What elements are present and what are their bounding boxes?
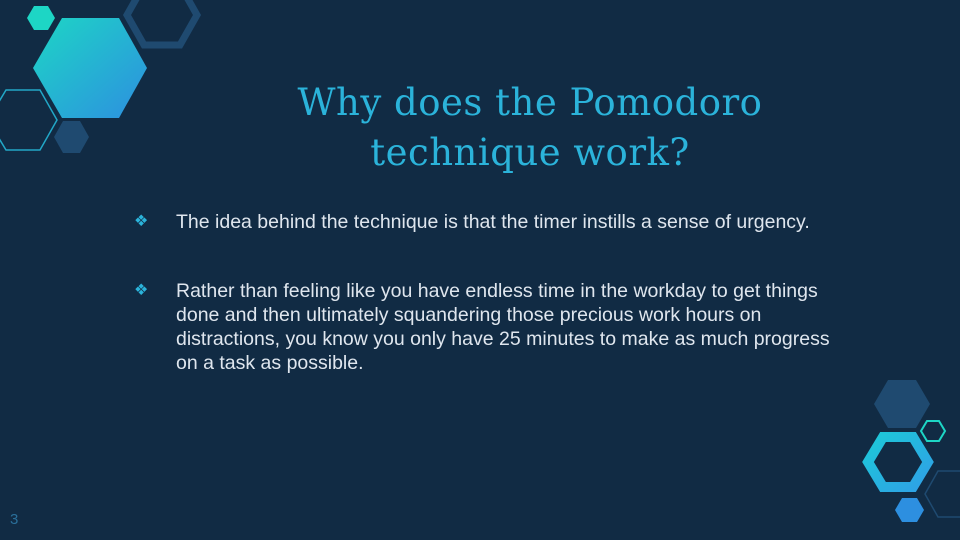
gradient-ring-hexagon (862, 432, 934, 492)
bullet-item: ❖ The idea behind the technique is that … (130, 210, 850, 234)
bullet-item: ❖ Rather than feeling like you have endl… (130, 279, 850, 375)
small-blue-hexagon (895, 498, 924, 522)
navy-hexagon-bottom (874, 380, 930, 428)
diamond-cluster-icon: ❖ (134, 213, 149, 230)
thin-outline-hexagon-bottom (924, 470, 960, 518)
diamond-cluster-icon: ❖ (134, 282, 149, 299)
bullet-text: Rather than feeling like you have endles… (176, 280, 830, 374)
small-navy-hexagon (54, 121, 89, 153)
large-gradient-hexagon (33, 18, 147, 118)
outline-hexagon-top (122, 0, 202, 49)
thin-outline-hexagon (0, 89, 58, 151)
bullet-text: The idea behind the technique is that th… (176, 211, 810, 233)
small-outline-hexagon (919, 420, 947, 442)
slide-title: Why does the Pomodoro technique work? (297, 81, 763, 174)
page-number: 3 (10, 511, 19, 528)
bullet-list: ❖ The idea behind the technique is that … (130, 210, 850, 375)
small-teal-hexagon (27, 6, 55, 30)
